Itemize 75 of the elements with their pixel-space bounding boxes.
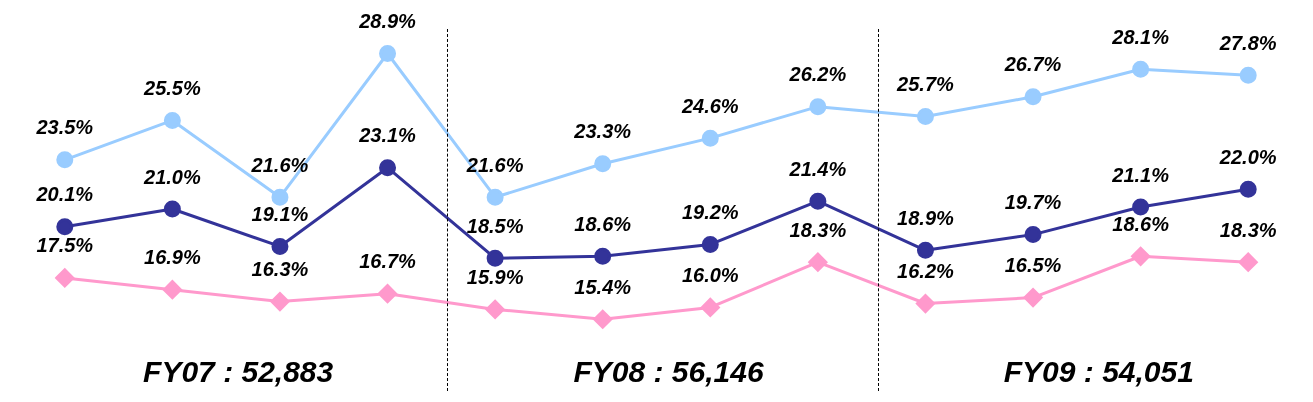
data-label: 16.7%	[359, 250, 417, 273]
data-label: 18.9%	[897, 206, 955, 229]
point	[700, 297, 720, 317]
point	[1239, 66, 1257, 84]
point	[271, 237, 289, 255]
data-label: 18.6%	[574, 212, 632, 235]
point	[163, 111, 181, 129]
data-label: 19.7%	[1004, 191, 1062, 214]
data-label: 22.0%	[1218, 145, 1277, 168]
point	[594, 155, 612, 173]
data-label: 18.3%	[1219, 218, 1277, 241]
point	[593, 309, 613, 329]
point	[1023, 288, 1043, 308]
point	[163, 200, 181, 218]
point	[271, 188, 289, 206]
data-label: 27.8%	[1218, 31, 1277, 54]
point	[485, 299, 505, 319]
data-label: 23.5%	[35, 116, 94, 139]
data-label: 18.6%	[1112, 212, 1170, 235]
data-label: 26.7%	[1003, 53, 1062, 76]
point	[594, 247, 612, 265]
data-label: 16.2%	[897, 260, 955, 283]
point	[379, 45, 397, 63]
point	[1024, 226, 1042, 244]
data-label: 21.6%	[465, 153, 524, 176]
point	[379, 159, 397, 177]
point	[1238, 252, 1258, 272]
point	[486, 188, 504, 206]
data-label: 16.9%	[144, 246, 201, 269]
point	[56, 218, 74, 236]
data-label: 21.4%	[788, 157, 847, 180]
data-label: 20.1%	[35, 183, 94, 206]
data-label: 25.7%	[896, 73, 955, 96]
point	[808, 252, 828, 272]
point	[56, 151, 74, 169]
data-label: 19.2%	[681, 200, 739, 223]
data-label: 24.6%	[680, 94, 739, 117]
data-label: 26.2%	[788, 63, 847, 86]
text: FY09 : 54,051	[1003, 355, 1194, 389]
data-label: 18.5%	[466, 214, 524, 237]
point	[1239, 180, 1257, 198]
data-label: 21.6%	[250, 153, 309, 176]
text: FY07 : 52,883	[143, 355, 334, 389]
data-label: 23.1%	[358, 124, 417, 147]
point	[916, 241, 934, 259]
point	[270, 292, 290, 312]
data-label: 16.3%	[251, 258, 309, 281]
data-label: 21.0%	[143, 165, 201, 188]
point	[1024, 88, 1042, 106]
data-label: 19.1%	[251, 202, 309, 225]
point	[809, 192, 827, 210]
point	[701, 235, 719, 253]
point	[1132, 60, 1150, 78]
data-label: 28.9%	[358, 10, 417, 33]
point	[916, 108, 934, 126]
point	[809, 98, 827, 116]
point	[162, 280, 182, 300]
data-label: 15.4%	[574, 275, 632, 298]
data-label: 17.5%	[36, 234, 94, 257]
point	[701, 129, 719, 147]
point	[1131, 246, 1151, 266]
data-label: 16.0%	[681, 263, 739, 286]
point	[915, 294, 935, 314]
point	[486, 249, 504, 267]
point	[1132, 198, 1150, 216]
data-label: 21.1%	[1111, 163, 1170, 186]
point	[55, 268, 75, 288]
data-label: 28.1%	[1111, 25, 1170, 48]
data-label: 18.3%	[789, 218, 847, 241]
data-label: 23.3%	[573, 120, 632, 143]
data-label: 15.9%	[466, 265, 524, 288]
point	[378, 284, 398, 304]
data-label: 25.5%	[143, 76, 201, 99]
data-label: 16.5%	[1004, 254, 1062, 277]
text: FY08 : 56,146	[573, 355, 764, 389]
